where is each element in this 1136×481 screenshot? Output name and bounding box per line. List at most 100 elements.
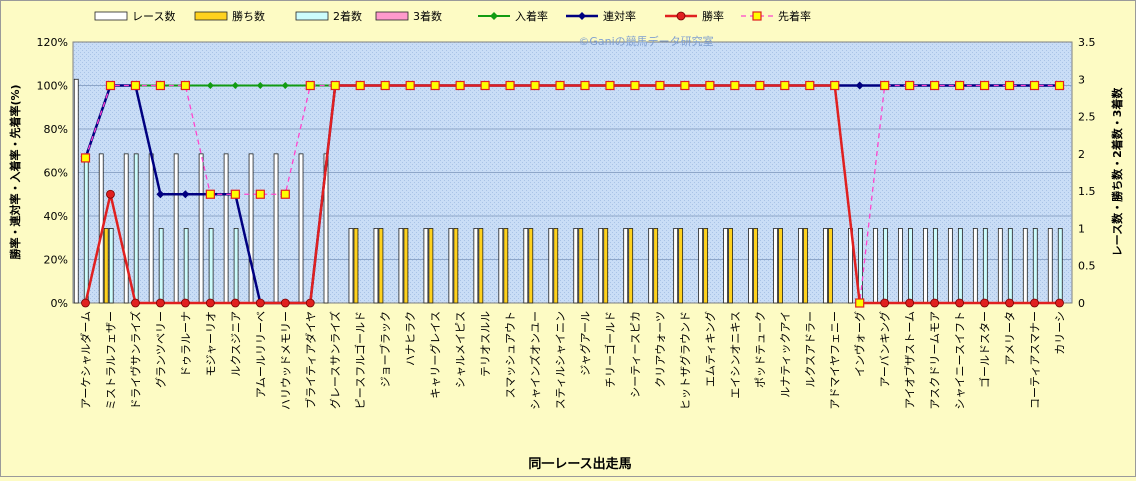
bar-races — [898, 228, 903, 304]
marker-senchaku-rate — [530, 80, 540, 91]
y-right-tick-label: 3 — [1078, 73, 1085, 86]
marker-win-rate — [905, 298, 915, 308]
marker-place-rate — [281, 82, 289, 89]
legend-marker — [676, 11, 686, 21]
bar-races — [298, 153, 304, 304]
bar-wins — [678, 228, 684, 304]
bar-wins — [378, 228, 384, 304]
marker-place-rate — [256, 82, 264, 89]
bar-wins — [503, 228, 509, 304]
legend-label: 2着数 — [333, 9, 362, 23]
bar-second — [1032, 228, 1038, 304]
marker-win-rate — [980, 298, 989, 308]
marker-win-rate — [230, 298, 240, 308]
bar-second — [208, 228, 214, 304]
y-right-tick-label: 1 — [1078, 222, 1085, 235]
category-label: スマッシュアウト — [504, 311, 517, 398]
bar-races — [972, 228, 978, 304]
marker-senchaku-rate — [205, 189, 215, 199]
bar-second — [158, 228, 164, 304]
legend-label: 連対率 — [603, 9, 636, 23]
y-left-tick-label: 100% — [37, 80, 68, 93]
axes: 0% 20% 40% 60% 80% 100% 120% 0 0.5 1 1.5 2 2.5 3 3.5 アー… — [37, 36, 1096, 410]
legend-marker — [578, 12, 586, 20]
bar-races — [373, 228, 379, 304]
marker-senchaku-rate — [255, 189, 265, 199]
bar-races — [123, 153, 129, 304]
marker-win-rate — [955, 298, 965, 308]
bar-wins — [753, 228, 758, 304]
category-label: ミストラルフェザー — [104, 311, 117, 410]
bar-races — [573, 228, 579, 304]
category-label: ハリウッドメモリー — [279, 311, 292, 410]
marker-senchaku-rate — [80, 153, 91, 163]
y-axis-left-title: 勝率・連対率・入着率・先着率(%) — [8, 84, 22, 259]
bar-wins — [528, 228, 534, 304]
marker-senchaku-rate — [905, 80, 915, 91]
bar-races — [997, 228, 1003, 304]
bar-wins — [428, 228, 434, 304]
markers — [80, 80, 1065, 308]
marker-senchaku-rate — [455, 80, 465, 91]
bar-races — [448, 228, 454, 304]
y-right-tick-label: 1.5 — [1078, 185, 1096, 198]
category-label: ルナティックアイ — [779, 311, 792, 398]
marker-win-rate — [1005, 298, 1014, 308]
bar-wins — [728, 228, 733, 304]
category-label: ジョーブラック — [378, 311, 392, 387]
bar-wins — [353, 228, 359, 304]
category-label: アメリータ — [1004, 311, 1017, 365]
legend-marker — [752, 11, 762, 21]
marker-win-rate — [255, 298, 265, 308]
bar-races — [823, 228, 828, 304]
category-label: ヒットザグラウンド — [678, 311, 692, 410]
bar-races — [198, 153, 204, 304]
marker-win-rate — [180, 298, 190, 308]
bar-races — [148, 153, 154, 304]
category-label: ドライヴサンライズ — [128, 311, 142, 410]
bars — [73, 78, 1063, 304]
category-label: キャリーグレイス — [428, 311, 442, 399]
category-label: エムティキング — [703, 311, 717, 387]
bar-second — [83, 153, 89, 304]
marker-senchaku-rate — [855, 298, 865, 308]
marker-senchaku-rate — [480, 80, 490, 91]
marker-senchaku-rate — [330, 80, 340, 91]
y-right-tick-label: 0.5 — [1078, 260, 1096, 273]
category-label: カリーシ — [1054, 311, 1067, 355]
bar-races — [698, 228, 704, 304]
y-axis-right-title: レース数・勝ち数・2着数・3着数 — [1110, 87, 1124, 257]
marker-senchaku-rate — [955, 80, 965, 91]
marker-senchaku-rate — [705, 80, 715, 91]
marker-senchaku-rate — [1004, 80, 1015, 91]
bar-wins — [453, 228, 459, 304]
category-label: ジャグアール — [578, 311, 592, 376]
bar-races — [798, 228, 803, 304]
bar-races — [648, 228, 654, 304]
bar-races — [473, 228, 479, 304]
bar-wins — [553, 228, 559, 304]
category-label: グランツベリー — [153, 311, 167, 388]
marker-win-rate — [205, 298, 215, 308]
bar-second — [1057, 228, 1063, 304]
legend-label: 3着数 — [413, 9, 442, 23]
bar-wins — [628, 228, 634, 304]
legend-swatch — [295, 11, 329, 21]
bar-races — [548, 228, 554, 304]
marker-senchaku-rate — [755, 80, 765, 91]
category-label: シーティースピカ — [629, 311, 642, 398]
marker-win-rate — [1030, 298, 1039, 308]
marker-senchaku-rate — [780, 80, 790, 91]
bar-wins — [578, 228, 584, 304]
bar-wins — [653, 228, 659, 304]
bar-second — [908, 228, 913, 304]
marker-senchaku-rate — [305, 80, 315, 91]
category-label: クリアウォーツ — [654, 311, 667, 388]
marker-win-rate — [156, 298, 165, 308]
bar-races — [1022, 228, 1028, 304]
bar-races — [323, 153, 329, 304]
bar-wins — [403, 228, 409, 304]
category-label: インヴォーグ — [853, 311, 867, 377]
